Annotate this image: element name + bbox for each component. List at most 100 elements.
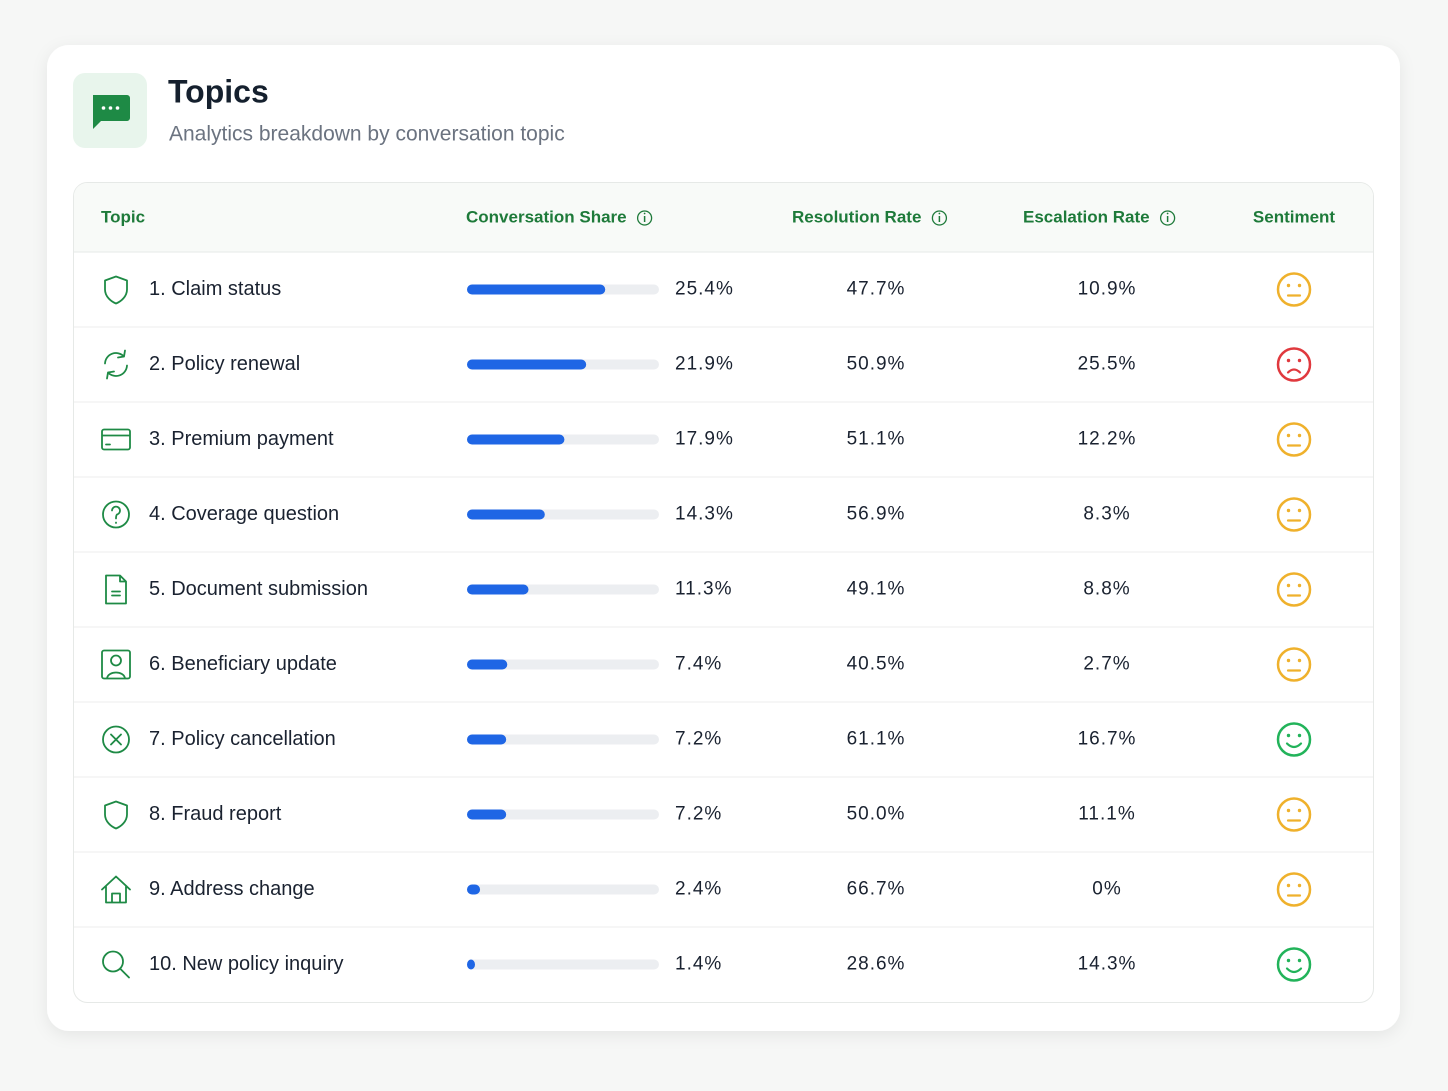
topic-name: 7. Policy cancellation: [149, 728, 336, 750]
escalation-rate: 8.3%: [1083, 504, 1130, 525]
sentiment-icon: [1276, 347, 1312, 382]
escalation-rate: 12.2%: [1078, 429, 1137, 450]
share-label: 7.2%: [675, 729, 722, 750]
face-eye: [1297, 583, 1302, 588]
share-bar: [467, 509, 545, 520]
face-mouth: [1285, 742, 1303, 749]
face-eye: [1286, 583, 1291, 588]
face-eye: [1286, 883, 1291, 888]
info-icon: [938, 212, 941, 215]
topic-name: 4. Coverage question: [149, 503, 339, 525]
share-track: [467, 809, 659, 820]
title: Topics: [168, 73, 269, 109]
face-eye: [1297, 358, 1302, 363]
face-outline: [1276, 947, 1312, 982]
resolution-rate: 47.7%: [847, 279, 906, 300]
column-header: Sentiment: [1253, 207, 1336, 226]
chat-dot: [115, 106, 120, 110]
topic-icon: [104, 800, 128, 830]
resolution-rate: 56.9%: [847, 504, 906, 525]
escalation-rate: 16.7%: [1078, 729, 1137, 750]
escalation-rate: 11.1%: [1078, 804, 1135, 825]
chat-icon: [93, 95, 130, 129]
info-icon: [931, 210, 948, 226]
resolution-rate: 66.7%: [847, 879, 906, 900]
face-mouth: [1286, 368, 1302, 374]
face-outline: [1276, 272, 1312, 307]
topic-name: 5. Document submission: [149, 578, 368, 600]
face-eye: [1297, 283, 1302, 288]
face-eye: [1286, 433, 1291, 438]
share-track: [467, 884, 659, 895]
sentiment-icon: [1276, 497, 1312, 532]
sentiment-icon: [1276, 722, 1312, 757]
face-eye: [1297, 958, 1302, 963]
info-icon: [636, 210, 653, 226]
face-outline: [1276, 422, 1312, 457]
resolution-rate: 50.0%: [847, 804, 906, 825]
share-track: [467, 959, 659, 970]
face-outline: [1276, 647, 1312, 682]
share-label: 21.9%: [675, 354, 734, 375]
share-label: 25.4%: [675, 279, 734, 300]
face-outline: [1276, 797, 1312, 832]
subtitle: Analytics breakdown by conversation topi…: [169, 123, 565, 146]
topic-icon: [101, 649, 131, 680]
face-eye: [1286, 508, 1291, 513]
resolution-rate: 61.1%: [847, 729, 906, 750]
share-bar: [467, 284, 606, 295]
resolution-rate: 49.1%: [847, 579, 906, 600]
sentiment-icon: [1276, 422, 1312, 457]
face-eye: [1286, 808, 1291, 813]
sentiment-icon: [1276, 947, 1312, 982]
info-icon: [1166, 212, 1169, 215]
share-label: 1.4%: [675, 954, 722, 975]
share-bar: [467, 959, 475, 970]
face-mouth: [1285, 967, 1303, 974]
column-header: Resolution Rate: [792, 207, 921, 226]
face-eye: [1297, 508, 1302, 513]
share-bar: [467, 809, 507, 820]
face-eye: [1286, 958, 1291, 963]
face-outline: [1276, 572, 1312, 607]
share-label: 14.3%: [675, 504, 734, 525]
topic-name: 8. Fraud report: [149, 803, 282, 825]
face-outline: [1276, 497, 1312, 532]
face-eye: [1286, 733, 1291, 738]
info-icon: [1159, 210, 1176, 226]
face-outline: [1276, 722, 1312, 757]
table-frame: [73, 182, 1374, 1003]
topic-icon: [101, 875, 131, 904]
share-label: 2.4%: [675, 879, 722, 900]
topic-name: 3. Premium payment: [149, 428, 334, 450]
share-bar: [467, 659, 508, 670]
face-eye: [1297, 808, 1302, 813]
topic-name: 2. Policy renewal: [149, 353, 300, 375]
topic-icon: [104, 275, 128, 305]
escalation-rate: 2.7%: [1083, 654, 1130, 675]
chat-dot: [101, 106, 106, 110]
face-eye: [1297, 883, 1302, 888]
face-eye: [1286, 358, 1291, 363]
share-label: 17.9%: [675, 429, 734, 450]
escalation-rate: 0%: [1092, 879, 1121, 900]
escalation-rate: 8.8%: [1083, 579, 1130, 600]
info-icon: [643, 212, 646, 215]
chat-dot: [108, 106, 113, 110]
face-eye: [1297, 733, 1302, 738]
sentiment-icon: [1276, 797, 1312, 832]
resolution-rate: 51.1%: [847, 429, 906, 450]
topic-name: 6. Beneficiary update: [149, 653, 337, 675]
topic-icon: [101, 428, 131, 451]
sentiment-icon: [1276, 647, 1312, 682]
face-outline: [1276, 347, 1312, 382]
share-label: 7.4%: [675, 654, 722, 675]
share-label: 7.2%: [675, 804, 722, 825]
sentiment-icon: [1276, 572, 1312, 607]
topic-icon: [102, 950, 130, 979]
escalation-rate: 10.9%: [1078, 279, 1137, 300]
resolution-rate: 50.9%: [847, 354, 906, 375]
share-track: [467, 659, 659, 670]
